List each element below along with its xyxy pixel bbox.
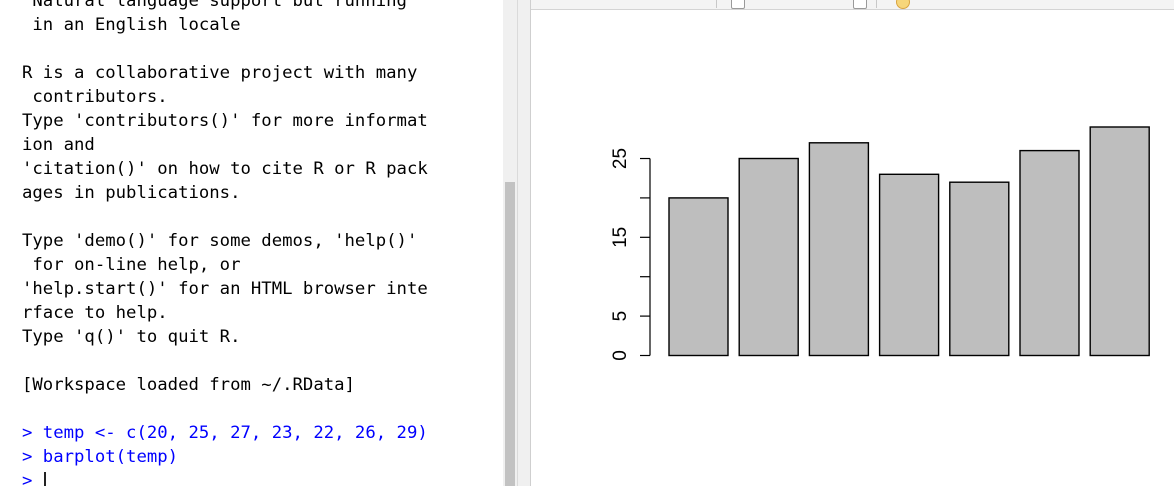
text-cursor [44, 472, 47, 486]
bar-5 [949, 181, 1010, 357]
console-output-line: [Workspace loaded from ~/.RData] [22, 375, 355, 395]
console-prompt[interactable]: > [0, 469, 500, 486]
r-console-pane[interactable]: Natural language support but running in … [0, 0, 503, 486]
console-output-line: contributors. [22, 87, 168, 107]
plot-toolbar [531, 0, 1174, 10]
y-tick-label: 0 [610, 350, 631, 361]
console-output-line: in an English locale [22, 15, 241, 35]
console-output-line: 'help.start()' for an HTML browser inte [22, 279, 428, 299]
console-output-line: Type 'contributors()' for more informat [22, 111, 428, 131]
console-input-line: > temp <- c(20, 25, 27, 23, 22, 26, 29) [22, 423, 428, 443]
y-tick-label: 25 [610, 148, 631, 169]
barplot-chart: 0 5 15 25 [610, 126, 1150, 361]
console-output-line: for on-line help, or [22, 255, 241, 275]
console-output-line: Natural language support but running [22, 0, 407, 11]
bar-4 [878, 173, 940, 357]
y-tick-label: 15 [610, 227, 631, 248]
console-output-line: rface to help. [22, 303, 168, 323]
console-output-line: Type 'demo()' for some demos, 'help()' [22, 231, 418, 251]
console-output-line: ion and [22, 135, 95, 155]
console-scrollbar-thumb[interactable] [505, 182, 515, 486]
clear-plots-icon[interactable] [896, 0, 910, 9]
toolbar-separator [876, 0, 877, 8]
bar-1 [668, 197, 729, 357]
bar-3 [808, 142, 870, 357]
console-vertical-scrollbar[interactable] [503, 0, 517, 486]
console-output-line [0, 37, 500, 61]
console-output-line [0, 205, 500, 229]
console-output-line: Type 'q()' to quit R. [22, 327, 241, 347]
prompt-symbol: > [22, 471, 33, 486]
bar-7 [1089, 126, 1150, 357]
console-output-line: R is a collaborative project with many [22, 63, 418, 83]
plot-pane: 0 5 15 25 [531, 0, 1174, 486]
export-icon[interactable] [731, 0, 745, 9]
bar-6 [1019, 149, 1080, 357]
toolbar-separator [716, 0, 717, 8]
console-output-line: ages in publications. [22, 183, 241, 203]
console-output-line [0, 397, 500, 421]
bar-2 [738, 157, 799, 357]
console-input-line: > barplot(temp) [22, 447, 179, 467]
console-output: Natural language support but running in … [0, 0, 500, 486]
console-output-line: 'citation()' on how to cite R or R pack [22, 159, 428, 179]
console-output-line [0, 349, 500, 373]
y-tick-label: 5 [610, 311, 631, 322]
pane-splitter[interactable] [517, 0, 531, 486]
remove-plot-icon[interactable] [853, 0, 867, 9]
